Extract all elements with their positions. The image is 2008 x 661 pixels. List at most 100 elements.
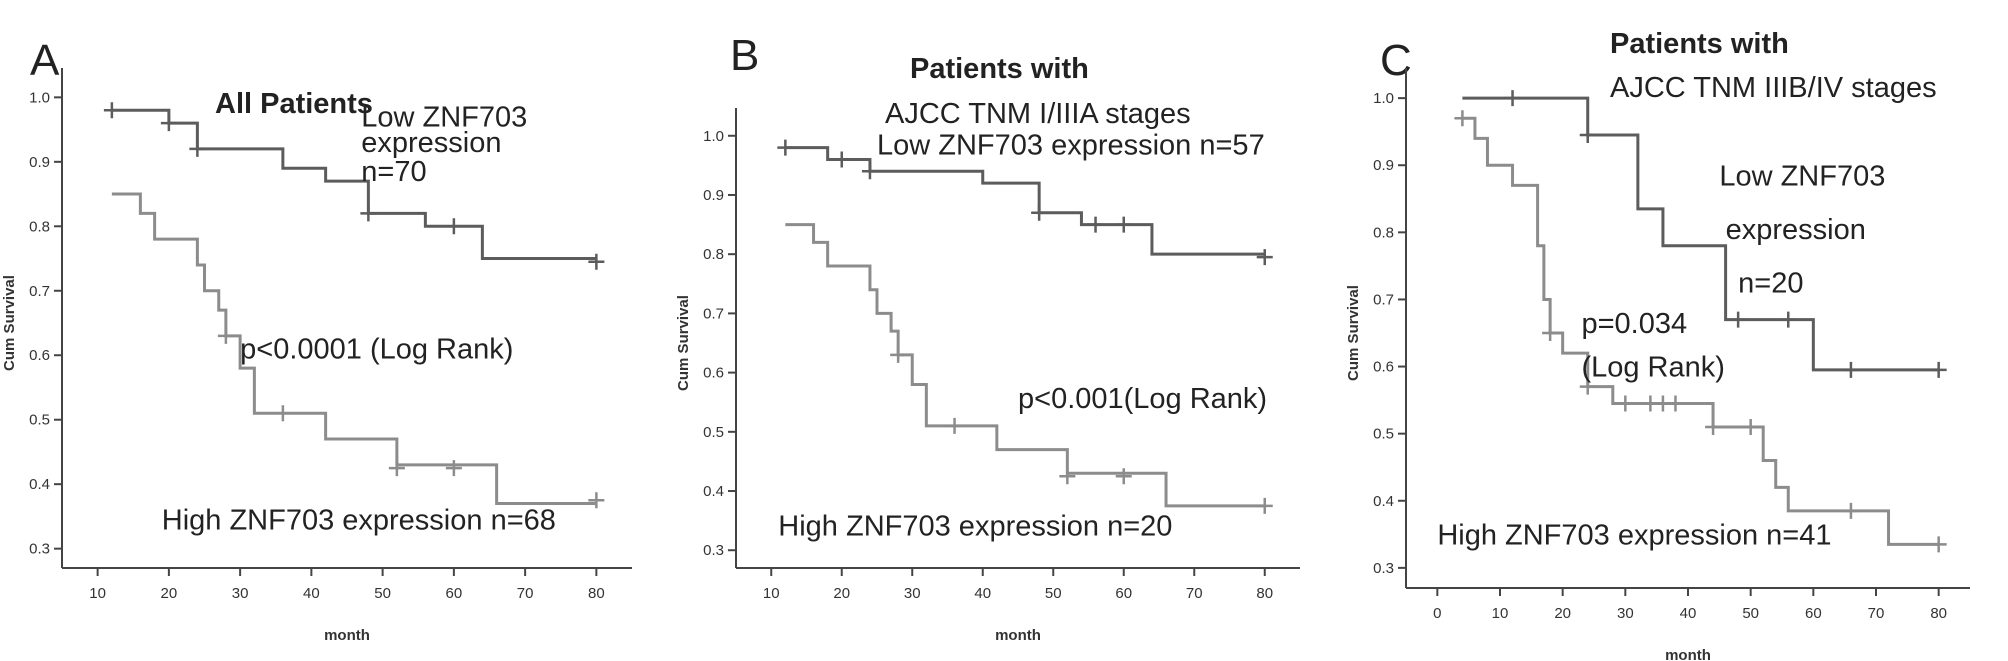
censor-mark [1256,249,1273,266]
x-tick-label: 80 [1930,605,1947,622]
survival-curve-1 [1462,116,1939,546]
x-tick-label: 10 [1492,605,1509,622]
x-tick-label: 50 [1742,605,1759,622]
y-tick-label: 0.8 [1373,224,1394,241]
censor-mark [1115,216,1132,233]
x-tick-label: 50 [1045,585,1062,602]
panel-c: C Patients with AJCC TNM IIIB/IV stages 0.3… [1340,0,2008,661]
y-tick-label: 0.3 [29,541,50,558]
y-tick-label: 0.5 [1373,426,1394,443]
censor-mark [1780,311,1797,328]
x-tick-label: 70 [517,585,534,602]
censor-mark [360,205,377,222]
x-tick-label: 30 [1617,605,1634,622]
y-tick-label: 0.7 [1373,291,1394,308]
censor-mark [1842,502,1859,519]
panel-letter: B [730,31,759,80]
censor-mark [588,253,605,270]
y-tick-label: 0.4 [29,476,50,493]
y-tick-label: 1.0 [29,89,50,106]
annotation: n=20 [1738,268,1803,300]
y-tick-label: 0.5 [29,412,50,429]
y-tick-label: 0.6 [703,365,724,382]
censor-mark [1087,216,1104,233]
y-tick-label: 0.7 [29,283,50,300]
censor-mark [217,327,234,344]
y-axis-label: Cum Survival [1,275,18,371]
censor-mark [833,151,850,168]
censor-mark [588,492,605,509]
survival-curve-1 [111,192,597,506]
annotation: (Log Rank) [1581,352,1724,384]
chart-subtitle: AJCC TNM IIIB/IV stages [1610,72,1937,104]
y-tick-label: 0.7 [703,305,724,322]
x-tick-label: 80 [1256,585,1273,602]
x-tick-label: 20 [833,585,850,602]
annotation: expression [361,127,501,159]
x-tick-label: 20 [161,585,178,602]
censor-mark [160,115,177,132]
censor-mark [777,139,794,156]
km-chart-c: C Patients with AJCC TNM IIIB/IV stages 0.3… [1345,28,1970,661]
x-axis-label: month [995,627,1041,644]
survival-curve-0 [785,146,1265,256]
censor-mark [1115,468,1132,485]
x-axis-label: month [1665,647,1711,661]
x-tick-label: 40 [303,585,320,602]
panel-a: A All Patients 0.3 0.4 0.5 0.6 0.7 0.8 0.9 1.0 10 2… [0,0,670,661]
km-chart-b: B Patients with AJCC TNM I/IIIA stages 0.3 0… [675,31,1300,644]
x-tick-label: 10 [763,585,780,602]
censor-mark [1930,361,1947,378]
annotation: p<0.0001 (Log Rank) [240,333,513,365]
censor-mark [1617,395,1634,412]
chart-subtitle: AJCC TNM I/IIIA stages [885,98,1191,130]
annotation: p<0.001(Log Rank) [1018,383,1267,415]
censor-mark [1256,497,1273,514]
y-tick-label: 0.4 [1373,493,1394,510]
y-tick-label: 0.9 [29,154,50,171]
censor-mark [1542,325,1559,341]
y-tick-label: 0.9 [1373,157,1394,174]
y-tick-label: 0.9 [703,187,724,204]
y-tick-label: 0.4 [703,483,724,500]
censor-mark [274,405,291,422]
censor-mark [103,102,120,119]
censor-mark [1504,90,1521,107]
x-tick-label: 0 [1433,605,1441,622]
km-chart-a: A All Patients 0.3 0.4 0.5 0.6 0.7 0.8 0.9 1.0 10 2… [1,36,632,644]
censor-mark [1579,378,1596,395]
y-axis-label: Cum Survival [1345,285,1362,381]
annotation: Low ZNF703 [1719,160,1885,192]
censor-mark [1930,536,1947,553]
y-tick-label: 1.0 [703,128,724,145]
censor-mark [861,163,878,180]
annotation: Low ZNF703 expression n=57 [877,130,1265,162]
chart-title: Patients with [910,53,1089,85]
x-tick-label: 20 [1554,605,1571,622]
censor-mark [1031,204,1048,221]
x-axis-label: month [324,627,370,644]
annotation: High ZNF703 expression n=20 [778,510,1172,542]
censor-mark [388,460,405,477]
censor-mark [445,460,462,477]
x-tick-label: 80 [588,585,605,602]
x-tick-label: 60 [1115,585,1132,602]
y-tick-label: 0.8 [703,246,724,263]
y-tick-label: 0.3 [703,542,724,559]
survival-curve-0 [1462,96,1939,372]
censor-mark [1059,468,1076,485]
x-tick-label: 70 [1868,605,1885,622]
annotation: Low ZNF703 [361,101,527,133]
y-tick-label: 0.6 [29,347,50,364]
x-tick-label: 60 [446,585,463,602]
censor-mark [1667,395,1684,412]
x-tick-label: 30 [904,585,921,602]
annotation: p=0.034 [1581,308,1687,340]
x-tick-label: 60 [1805,605,1822,622]
censor-mark [1730,311,1747,328]
x-tick-label: 10 [89,585,106,602]
chart-title: All Patients [215,88,373,120]
y-tick-label: 0.8 [29,218,50,235]
y-tick-label: 0.6 [1373,359,1394,376]
censor-mark [1454,110,1471,127]
